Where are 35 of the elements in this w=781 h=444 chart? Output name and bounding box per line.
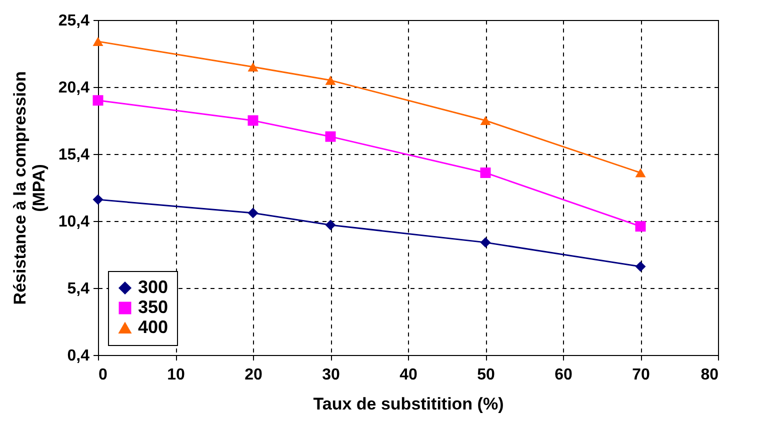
x-axis-title: Taux de substitition (%) (313, 394, 504, 414)
y-tick-label: 15,4 (58, 146, 90, 164)
point (480, 237, 491, 248)
point (248, 62, 258, 72)
x-tick-label: 40 (400, 366, 418, 384)
x-tick-label: 50 (477, 366, 495, 384)
point (635, 261, 646, 272)
y-tick-label: 0,4 (67, 348, 90, 364)
x-tick-label: 10 (167, 366, 185, 384)
point (248, 115, 258, 126)
point (92, 36, 104, 46)
y-tick-label: 5,4 (67, 280, 90, 298)
y-axis-title: Résistance à la compression (MPA) (10, 71, 48, 305)
x-tick-label: 0 (98, 366, 108, 384)
point (480, 116, 491, 126)
y-tick-label: 10,4 (58, 214, 90, 230)
point (248, 208, 258, 218)
x-tick-label: 30 (322, 366, 340, 384)
y-tick-label: 20,4 (58, 80, 90, 96)
point (635, 168, 646, 178)
point (325, 220, 336, 230)
point (325, 131, 336, 142)
point (635, 221, 646, 232)
point (480, 168, 491, 178)
point (325, 76, 336, 85)
point (92, 95, 104, 106)
x-tick-label: 20 (244, 366, 262, 384)
legend-label: 400 (138, 317, 168, 337)
legend-label: 350 (138, 297, 168, 317)
point (92, 194, 104, 205)
x-tick-label: 80 (700, 366, 719, 384)
y-tick-label: 25,4 (58, 12, 90, 30)
legend-label: 300 (138, 277, 168, 297)
x-tick-label: 60 (554, 366, 572, 384)
x-tick-label: 70 (632, 366, 650, 384)
